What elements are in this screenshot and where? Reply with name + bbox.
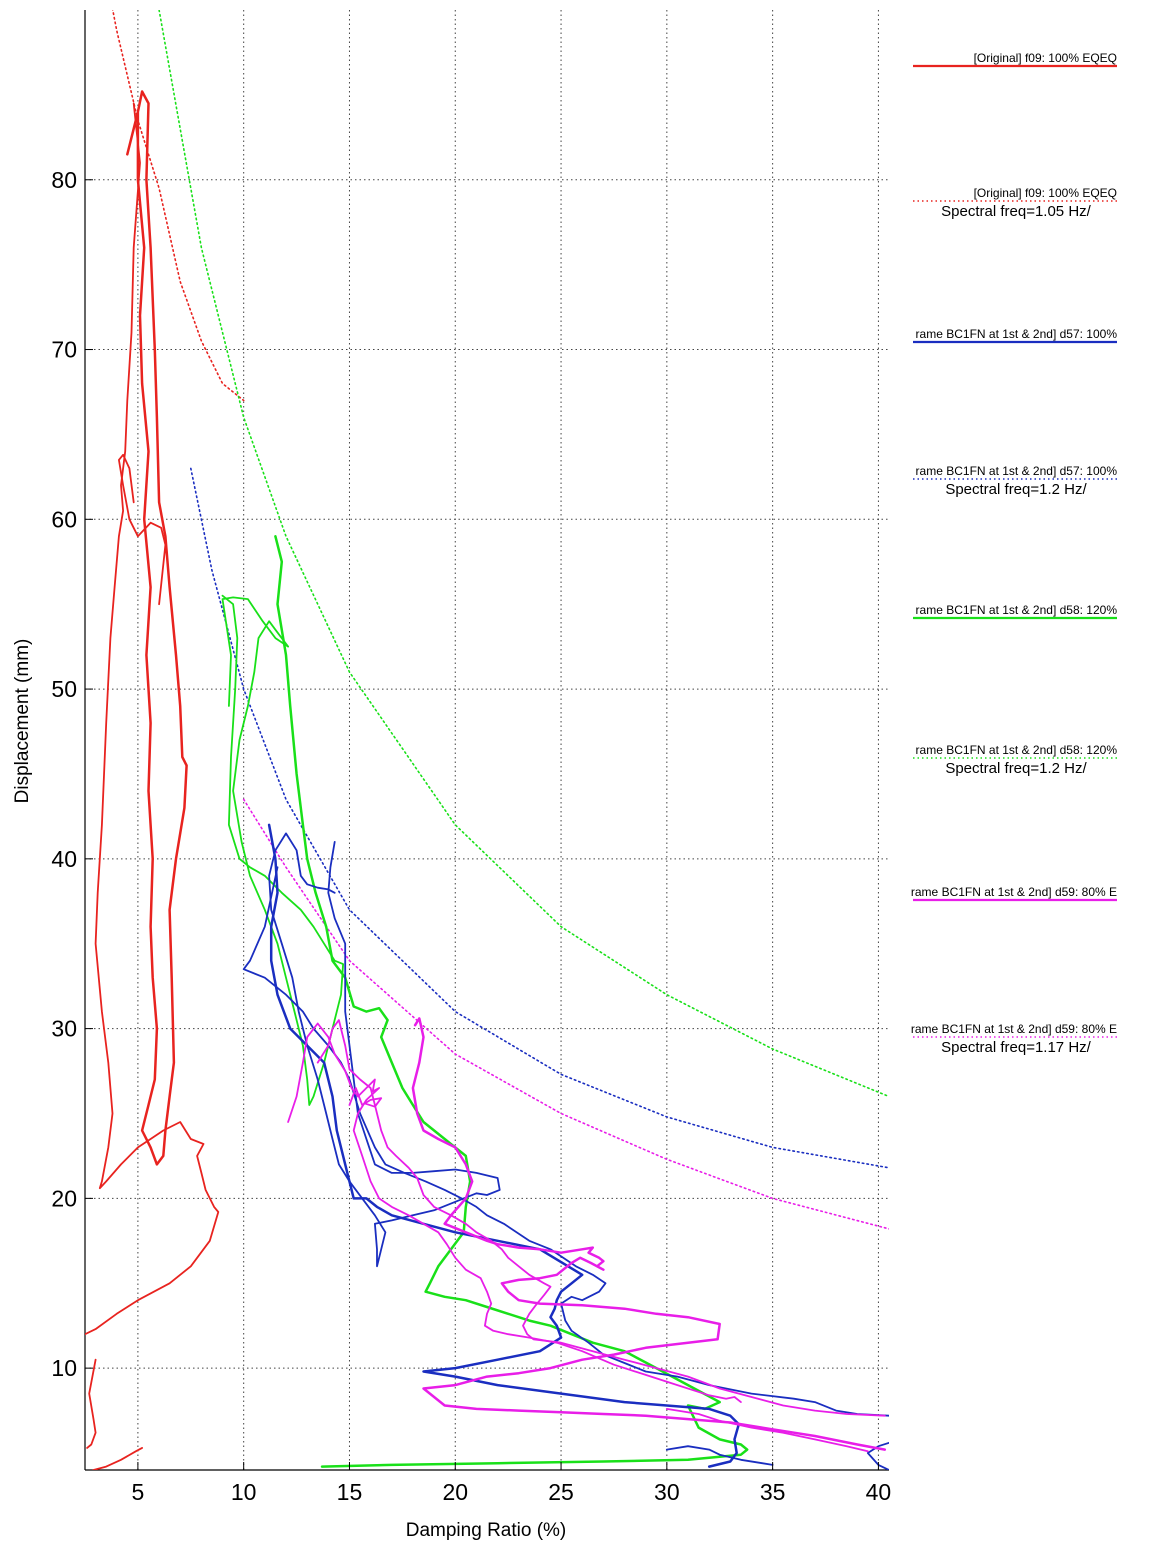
x-axis-label: Damping Ratio (%) <box>406 1520 567 1541</box>
x-tick-label: 30 <box>654 1479 680 1505</box>
spectral-curve-0 <box>111 10 245 402</box>
y-tick-label: 30 <box>51 1016 77 1042</box>
x-tick-label: 20 <box>442 1479 468 1505</box>
legend-entry-label: rame BC1FN at 1st & 2nd] d57: 100% <box>916 464 1118 478</box>
response-curve-10 <box>221 594 344 1106</box>
response-curve-5 <box>85 102 220 1336</box>
plot-frame <box>84 10 889 1471</box>
y-tick-label: 10 <box>51 1355 77 1381</box>
legend: [Original] f09: 100% EQEQ [Original] f09:… <box>911 51 1117 1056</box>
response-curve-8 <box>92 1447 143 1470</box>
y-tick-label: 50 <box>51 676 77 702</box>
y-axis-ticks: 10 20 30 40 50 60 70 80 <box>51 167 93 1381</box>
response-curve-7 <box>86 1358 97 1449</box>
response-curve-6 <box>118 453 167 606</box>
response-curve-9 <box>274 535 749 1468</box>
legend-entry-label: rame BC1FN at 1st & 2nd] d57: 100% <box>916 327 1118 341</box>
data-curves <box>85 10 889 1470</box>
legend-entry-label: rame BC1FN at 1st & 2nd] d58: 120% <box>916 603 1118 617</box>
x-tick-label: 25 <box>548 1479 574 1505</box>
y-tick-label: 20 <box>51 1185 77 1211</box>
legend-entry-sublabel: Spectral freq=1.2 Hz/ <box>945 481 1087 498</box>
legend-entry-sublabel: Spectral freq=1.17 Hz/ <box>941 1039 1091 1056</box>
legend-entry-label: rame BC1FN at 1st & 2nd] d59: 80% E <box>911 885 1117 899</box>
response-curve-16 <box>411 1017 887 1451</box>
legend-entry-sublabel: Spectral freq=1.05 Hz/ <box>941 203 1091 220</box>
x-tick-label: 15 <box>337 1479 363 1505</box>
y-tick-label: 60 <box>51 506 77 532</box>
x-tick-label: 40 <box>866 1479 892 1505</box>
spectral-curve-2 <box>158 10 889 1098</box>
response-curve-18 <box>287 1022 742 1403</box>
response-curve-4 <box>126 90 188 1166</box>
response-curve-15 <box>665 1445 774 1466</box>
y-tick-label: 70 <box>51 337 77 363</box>
legend-entry-label: rame BC1FN at 1st & 2nd] d58: 120% <box>916 743 1118 757</box>
legend-entry-label: rame BC1FN at 1st & 2nd] d59: 80% E <box>911 1022 1117 1036</box>
response-curve-13 <box>242 866 889 1417</box>
y-axis-label: Displacement (mm) <box>12 639 33 804</box>
x-axis-ticks: 5 10 15 20 25 30 35 40 <box>131 1462 891 1505</box>
legend-entry-label: [Original] f09: 100% EQEQ <box>974 186 1117 200</box>
spectral-curve-3 <box>242 798 889 1230</box>
grid <box>85 10 889 1470</box>
x-tick-label: 5 <box>131 1479 144 1505</box>
y-tick-label: 80 <box>51 167 77 193</box>
response-curve-20 <box>665 1408 869 1453</box>
legend-entry-sublabel: Spectral freq=1.2 Hz/ <box>945 760 1087 777</box>
response-curve-17 <box>316 1019 886 1417</box>
response-curve-14 <box>866 1441 889 1470</box>
response-curve-11 <box>267 823 741 1468</box>
y-tick-label: 40 <box>51 846 77 872</box>
response-curve-19 <box>348 1087 383 1108</box>
legend-entry-label: [Original] f09: 100% EQEQ <box>974 51 1117 65</box>
x-tick-label: 10 <box>231 1479 257 1505</box>
x-tick-label: 35 <box>760 1479 786 1505</box>
